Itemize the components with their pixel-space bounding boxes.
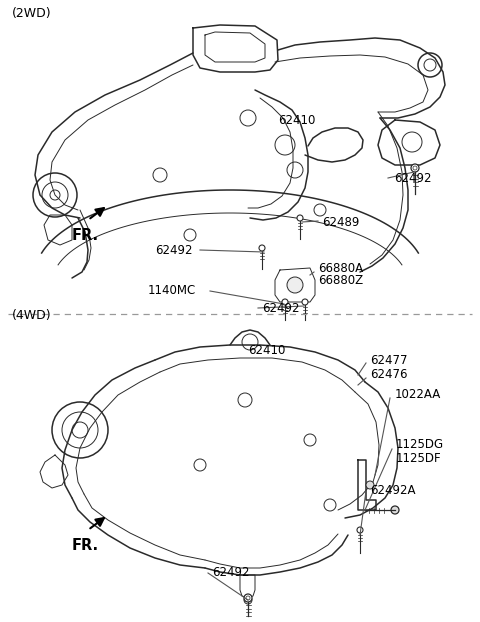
Text: FR.: FR. xyxy=(72,228,99,243)
Text: 62489: 62489 xyxy=(322,215,360,228)
Text: 1140MC: 1140MC xyxy=(148,284,196,297)
Text: 62410: 62410 xyxy=(278,113,315,126)
Circle shape xyxy=(297,215,303,221)
Text: 62476: 62476 xyxy=(370,368,408,381)
Text: 62492: 62492 xyxy=(155,243,192,256)
Text: 66880Z: 66880Z xyxy=(318,274,363,287)
Text: 62492A: 62492A xyxy=(370,483,416,496)
Circle shape xyxy=(287,277,303,293)
Text: 62492: 62492 xyxy=(212,567,250,580)
Text: 1022AA: 1022AA xyxy=(395,389,441,401)
Circle shape xyxy=(302,299,308,305)
Text: (4WD): (4WD) xyxy=(12,310,52,322)
Text: 66880A: 66880A xyxy=(318,261,363,274)
Text: 62492: 62492 xyxy=(394,172,432,185)
Circle shape xyxy=(366,481,374,489)
Circle shape xyxy=(411,164,419,172)
Text: 62410: 62410 xyxy=(248,343,286,356)
Text: (2WD): (2WD) xyxy=(12,7,52,21)
Circle shape xyxy=(282,299,288,305)
Text: 1125DG: 1125DG xyxy=(396,439,444,452)
Circle shape xyxy=(259,245,265,251)
Text: 62477: 62477 xyxy=(370,353,408,366)
Text: FR.: FR. xyxy=(72,538,99,553)
Circle shape xyxy=(391,506,399,514)
Circle shape xyxy=(357,527,363,533)
Circle shape xyxy=(244,594,252,602)
Text: 62492: 62492 xyxy=(262,302,300,315)
Text: 1125DF: 1125DF xyxy=(396,452,442,465)
